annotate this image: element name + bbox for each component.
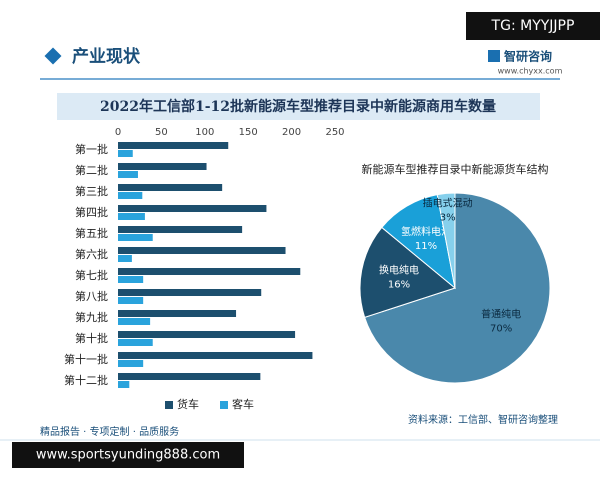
bar [118,150,133,157]
y-tick-label: 第一批 [75,142,108,156]
y-tick-label: 第十一批 [64,352,108,366]
bar [118,226,243,233]
legend-swatch [220,401,228,409]
pie-slice [364,192,551,384]
bar [118,234,153,241]
y-tick-label: 第十二批 [64,373,108,387]
bar [118,289,262,296]
slice-value: 11% [415,241,437,252]
pie-slice [359,226,457,318]
logo-icon [488,50,500,62]
bar [118,247,286,254]
bar [118,163,207,170]
slice-label: 氢燃料电池 [401,225,451,238]
tag: TG: MYYJJPP [491,18,575,34]
bar [118,171,138,178]
watermark-box [12,442,244,468]
x-tick-label: 200 [282,127,301,138]
slogan: 精品报告 · 专项定制 · 品质服务 [40,425,179,438]
legend-swatch [165,401,173,409]
y-tick-label: 第四批 [75,205,108,219]
bar [118,381,130,388]
slice-value: 16% [388,279,410,290]
y-tick-label: 第五批 [75,226,108,240]
tag-box [466,12,600,40]
bar [118,339,153,346]
url: www.chyxx.com [498,67,563,76]
y-tick-label: 第九批 [75,310,108,324]
y-tick-label: 第七批 [75,268,108,282]
bar [118,360,144,367]
y-tick-label: 第六批 [75,247,108,261]
section-title: 产业现状 [72,46,141,67]
bar [118,213,145,220]
bar [118,142,229,149]
pie-slice [436,192,456,289]
title-box [57,93,540,120]
pie-slice [381,194,456,290]
bar [118,268,301,275]
slice-label: 插电式混动 [423,196,473,209]
logo: 智研咨询 [503,49,552,64]
legend-label: 货车 [177,397,199,411]
y-tick-label: 第三批 [75,184,108,198]
watermark: www.sportsyunding888.com [36,448,220,463]
diamond [44,47,62,65]
bar [118,352,313,359]
bar [118,331,296,338]
slice-label: 换电纯电 [379,263,419,276]
slice-label: 普通纯电 [481,308,521,321]
legend-label: 客车 [232,397,254,411]
chart-title: 2022年工信部1-12批新能源车型推荐目录中新能源商用车数量 [100,98,496,115]
slice-value: 70% [490,324,512,335]
bar [118,184,223,191]
x-tick-label: 150 [239,127,258,138]
bar [118,318,151,325]
source: 资料来源：工信部、智研咨询整理 [408,413,558,426]
pie-title: 新能源车型推荐目录中新能源货车结构 [362,162,549,176]
y-tick-label: 第二批 [75,163,108,177]
y-tick-label: 第八批 [75,289,108,303]
bar [118,310,237,317]
x-tick-label: 0 [115,127,121,138]
x-tick-label: 50 [155,127,168,138]
y-tick-label: 第十批 [75,331,108,345]
x-tick-label: 100 [195,127,214,138]
bar [118,205,267,212]
bar [118,276,144,283]
bar [118,297,144,304]
x-tick-label: 250 [325,127,344,138]
bar [118,373,261,380]
bar [118,192,143,199]
slice-value: 3% [440,212,456,223]
bar [118,255,132,262]
